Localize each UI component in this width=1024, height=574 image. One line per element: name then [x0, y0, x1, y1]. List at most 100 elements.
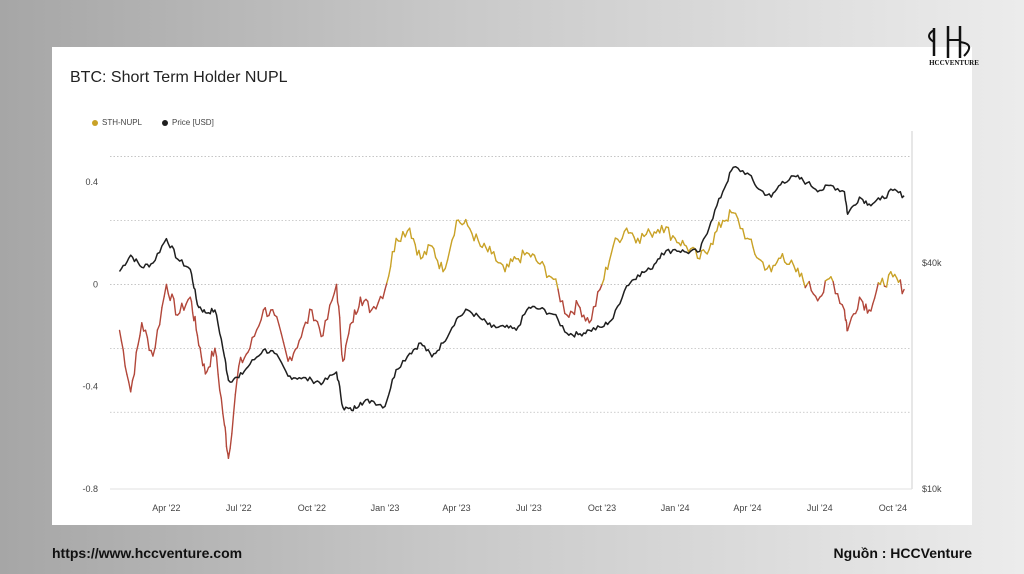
hcc-logo-icon: [928, 26, 971, 58]
chart-plot: 0.4 0 -0.4 -0.8 $40k $10k Apr '22 Jul '22 Oct '2…: [82, 131, 942, 513]
nupl-line-segment: [752, 246, 756, 255]
nupl-line-segment: [651, 231, 655, 238]
nupl-line-segment: [135, 343, 139, 354]
nupl-line-segment: [183, 303, 187, 311]
nupl-line-segment: [408, 227, 413, 239]
nupl-line-segment: [225, 445, 228, 452]
nupl-line-segment: [359, 296, 363, 307]
legend-item-price[interactable]: Price [USD]: [162, 118, 214, 127]
nupl-line-segment: [280, 332, 285, 344]
legend-label-price: Price [USD]: [172, 118, 214, 127]
nupl-line-segment: [667, 226, 672, 241]
nupl-line-segment: [311, 309, 315, 322]
nupl-line-segment: [800, 272, 805, 282]
nupl-line-segment: [669, 235, 674, 241]
nupl-line-segment: [477, 239, 482, 247]
nupl-line-segment: [451, 234, 456, 241]
nupl-line-segment: [361, 300, 365, 307]
nupl-line-segment: [685, 245, 690, 253]
nupl-line-segment: [227, 447, 231, 460]
nupl-line-segment: [200, 356, 204, 367]
nupl-line-segment: [234, 379, 238, 396]
nupl-line-segment: [217, 373, 221, 391]
nupl-line-segment: [793, 264, 797, 273]
nupl-line-segment: [586, 317, 590, 324]
nupl-line-segment: [890, 271, 894, 278]
nupl-line-segment: [797, 267, 801, 278]
nupl-line-segment: [533, 254, 538, 262]
nupl-line-segment: [610, 245, 614, 255]
nupl-line-segment: [841, 303, 846, 311]
nupl-line-segment: [146, 336, 150, 352]
nupl-line-segment: [195, 329, 199, 337]
source-credit: Nguồn : HCCVenture: [833, 545, 972, 561]
nupl-line-segment: [647, 228, 652, 234]
nupl-line-segment: [414, 243, 418, 256]
legend-item-nupl[interactable]: STH-NUPL: [92, 118, 142, 127]
nupl-line-segment: [770, 264, 774, 273]
legend-dot-nupl-icon: [92, 119, 98, 126]
nupl-line-segment: [229, 432, 233, 449]
x-tick-label: Jan '24: [661, 503, 690, 513]
nupl-line-segment: [300, 327, 305, 338]
nupl-line-segment: [348, 323, 351, 335]
nupl-line-segment: [302, 321, 307, 329]
nupl-line-segment: [341, 353, 344, 362]
nupl-line-segment: [144, 329, 149, 339]
nupl-line-segment: [356, 306, 360, 313]
nupl-line-segment: [606, 260, 611, 271]
x-tick-label: Apr '24: [733, 503, 761, 513]
nupl-line-segment: [488, 245, 493, 255]
nupl-line-segment: [433, 247, 437, 259]
nupl-line-segment: [268, 309, 272, 317]
logo-text: HCCVENTURE: [929, 59, 979, 67]
nupl-line-segment: [444, 259, 449, 270]
nupl-line-segment: [276, 316, 280, 326]
nupl-line-segment: [339, 317, 342, 340]
nupl-line-segment: [161, 295, 165, 309]
nupl-line-segment: [594, 291, 599, 307]
nupl-line-segment: [508, 258, 512, 268]
nupl-line-segment: [504, 263, 508, 273]
nupl-line-segment: [329, 299, 333, 306]
nupl-line-segment: [306, 308, 311, 324]
nupl-line-segment: [843, 309, 846, 317]
nupl-line-segment: [822, 280, 827, 294]
nupl-line-segment: [875, 282, 880, 292]
nupl-line-segment: [579, 306, 583, 318]
nupl-line-segment: [393, 237, 397, 253]
nupl-line-segment: [674, 237, 678, 244]
y-right-tick-label: $40k: [922, 258, 942, 268]
legend-label-nupl: STH-NUPL: [102, 118, 143, 127]
nupl-line-segment: [238, 356, 242, 367]
nupl-line-segment: [543, 265, 548, 279]
nupl-line-segment: [171, 293, 175, 300]
x-tick-label: Oct '23: [588, 503, 616, 513]
nupl-line-segment: [285, 350, 289, 362]
nupl-line-segment: [181, 302, 185, 311]
nupl-line-segment: [194, 315, 197, 331]
nupl-line-segment: [781, 253, 786, 263]
nupl-line-segment: [660, 224, 665, 234]
nupl-line-segment: [377, 295, 382, 304]
nupl-line-segment: [241, 357, 246, 364]
nupl-line-segment: [120, 340, 124, 351]
nupl-line-segment: [271, 308, 276, 316]
nupl-line-segment: [854, 308, 859, 315]
chart-card: BTC: Short Term Holder NUPL STH-NUPL Pri…: [52, 47, 972, 525]
nupl-line-segment: [699, 249, 703, 260]
nupl-line-segment: [224, 426, 227, 435]
nupl-line-segment: [196, 334, 200, 347]
nupl-line-segment: [231, 412, 235, 435]
nupl-line-segment: [178, 302, 183, 314]
nupl-line-segment: [712, 232, 716, 246]
nupl-line-segment: [870, 303, 874, 312]
nupl-line-segment: [375, 301, 379, 310]
nupl-line-segment: [568, 310, 572, 318]
nupl-line-segment: [895, 277, 900, 283]
nupl-line-segment: [608, 252, 612, 262]
website-link[interactable]: https://www.hccventure.com: [52, 545, 243, 561]
nupl-line-segment: [727, 209, 731, 222]
nupl-line-segment: [335, 283, 339, 303]
nupl-line-segment: [865, 303, 869, 314]
